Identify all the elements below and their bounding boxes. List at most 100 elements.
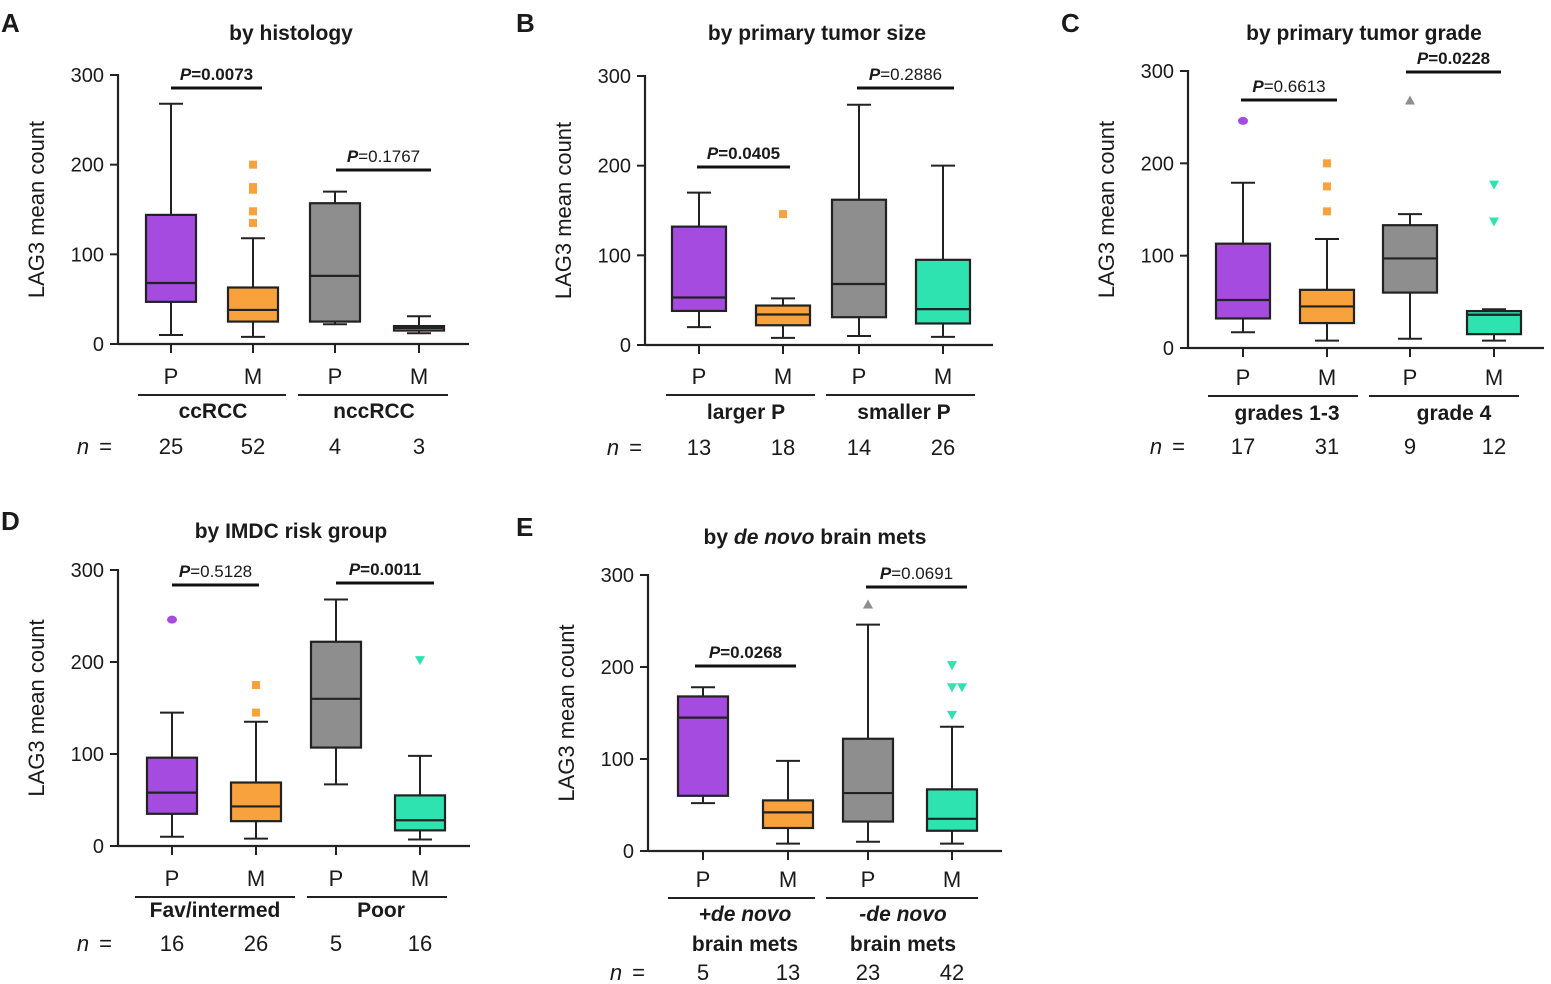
n-value: 5 <box>330 931 342 956</box>
p-value-letter: P <box>880 564 892 583</box>
outlier-point <box>1405 95 1415 105</box>
x-category-label: M <box>247 866 265 891</box>
box-p-3 <box>830 103 888 338</box>
box-p-1 <box>676 686 730 805</box>
n-value: 13 <box>687 435 711 460</box>
box-m-2 <box>226 160 280 338</box>
n-label: n = <box>607 435 642 460</box>
box-m-2 <box>229 681 283 840</box>
x-category-label: P <box>164 364 179 389</box>
n-value: 42 <box>940 960 964 984</box>
box-p-3 <box>308 190 362 326</box>
box-p-1 <box>144 102 198 337</box>
x-category-label: M <box>411 866 429 891</box>
box-iqr <box>925 788 979 832</box>
x-category-label: M <box>244 364 262 389</box>
x-category-label: P <box>329 866 344 891</box>
y-tick-label: 200 <box>71 652 104 674</box>
n-value: 52 <box>241 434 265 459</box>
n-value: 16 <box>160 931 184 956</box>
group-label: smaller P <box>857 401 950 424</box>
n-value: 25 <box>159 434 183 459</box>
n-value: 3 <box>413 434 425 459</box>
n-value: 13 <box>776 960 800 984</box>
box-m-4 <box>1465 180 1523 342</box>
y-axis-label: LAG3 mean count <box>551 122 576 299</box>
n-value: 4 <box>329 434 341 459</box>
p-value-number: =0.2886 <box>880 65 942 84</box>
n-label-eq: = <box>99 931 112 956</box>
p-value-number: =0.0073 <box>191 65 253 84</box>
p-value-letter: P <box>347 147 359 166</box>
p-value-label: P=0.2886 <box>869 65 942 84</box>
outlier-point <box>252 681 260 689</box>
p-value-letter: P <box>869 65 881 84</box>
outlier-point <box>1238 116 1248 125</box>
n-label-italic: n <box>77 931 89 956</box>
n-label-eq: = <box>1172 434 1185 459</box>
p-value-number: =0.0228 <box>1428 49 1490 68</box>
chart-title: by IMDC risk group <box>195 520 388 543</box>
box-iqr <box>226 286 280 323</box>
y-tick-label: 200 <box>71 155 104 177</box>
p-value-letter: P <box>349 560 361 579</box>
p-value-number: =0.0691 <box>891 564 953 583</box>
box-iqr <box>308 202 362 323</box>
n-label: n = <box>610 960 645 984</box>
p-value-letter: P <box>1417 49 1429 68</box>
p-value-label: P=0.6613 <box>1252 77 1325 96</box>
p-value-label: P=0.0268 <box>709 643 782 662</box>
x-category-label: P <box>1403 365 1418 390</box>
chart-title: by primary tumor grade <box>1246 22 1482 45</box>
box-iqr <box>144 213 198 303</box>
box-p-1 <box>145 615 199 838</box>
n-label-italic: n <box>607 435 619 460</box>
y-tick-label: 0 <box>93 334 104 356</box>
box-iqr <box>145 756 199 815</box>
outlier-point <box>167 615 177 624</box>
y-tick-label: 200 <box>601 657 634 679</box>
p-value-label: P=0.0228 <box>1417 49 1490 68</box>
panel-letter: D <box>1 506 20 536</box>
p-value-letter: P <box>707 144 719 163</box>
y-tick-label: 100 <box>71 744 104 766</box>
y-axis-label: LAG3 mean count <box>24 121 49 298</box>
box-iqr <box>676 695 730 797</box>
n-label-italic: n <box>610 960 622 984</box>
box-p-3 <box>841 599 895 843</box>
outlier-point <box>1323 207 1331 216</box>
box-iqr <box>229 781 283 823</box>
group-label: brain mets <box>850 933 956 956</box>
outlier-point <box>947 710 957 720</box>
x-category-label: P <box>861 867 876 892</box>
box-iqr <box>841 737 895 823</box>
p-value-number: =0.0011 <box>360 560 421 579</box>
y-axis-label: LAG3 mean count <box>1094 121 1119 298</box>
box-m-4 <box>925 661 979 845</box>
group-label: ccRCC <box>179 400 248 423</box>
box-iqr <box>309 640 363 749</box>
box-p-1 <box>670 191 728 329</box>
chart-title-italic: de novo <box>734 526 815 549</box>
chart-title: by primary tumor size <box>708 22 926 45</box>
box-iqr <box>914 258 972 325</box>
n-label-italic: n <box>77 434 89 459</box>
p-value-number: =0.1767 <box>358 147 420 166</box>
x-category-label: P <box>165 866 180 891</box>
panel-letter: B <box>516 8 535 38</box>
box-m-4 <box>393 656 447 841</box>
group-label: Fav/intermed <box>150 899 281 922</box>
x-category-label: M <box>410 364 428 389</box>
x-category-label: P <box>852 364 867 389</box>
group-label: Poor <box>357 899 405 922</box>
y-tick-label: 0 <box>623 841 634 863</box>
p-value-letter: P <box>180 65 192 84</box>
n-value: 26 <box>931 435 955 460</box>
x-category-label: M <box>1318 365 1336 390</box>
chart-title-part: brain mets <box>814 526 926 549</box>
chart-title-part: by <box>704 526 734 549</box>
